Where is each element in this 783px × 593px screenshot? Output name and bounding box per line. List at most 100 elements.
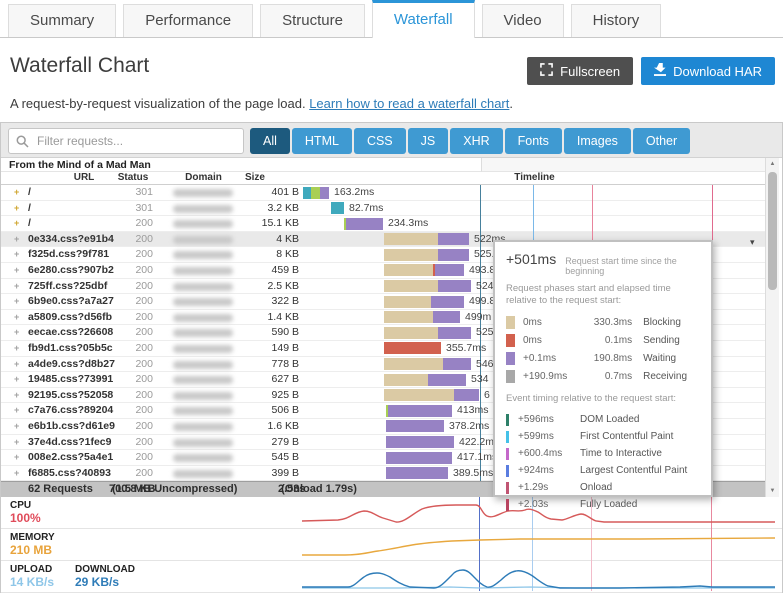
row-expander-icon[interactable]: + xyxy=(14,420,20,431)
event-color-tick xyxy=(506,481,509,494)
tooltip-phases-desc: Request phases start and elapsed time re… xyxy=(506,283,671,307)
table-row[interactable]: +37e4d.css?1fec9 200 279 B 422.2ms xyxy=(1,435,765,451)
phase-waiting-segment xyxy=(438,233,469,246)
row-expander-icon[interactable]: + xyxy=(14,342,20,353)
row-expander-icon[interactable]: + xyxy=(14,311,20,322)
table-row[interactable]: +008e2.css?5a4e1 200 545 B 417.1ms xyxy=(1,450,765,466)
phase-sending-segment xyxy=(433,264,435,277)
request-status: 200 xyxy=(135,326,153,339)
table-row[interactable]: + f325d.css?9f781 200 8 KB 525. xyxy=(1,247,765,263)
table-row[interactable]: + eecae.css?26608 200 590 B 525. xyxy=(1,325,765,341)
request-duration-label: 6 xyxy=(484,388,490,401)
row-expander-icon[interactable]: + xyxy=(14,249,20,260)
filter-button-js[interactable]: JS xyxy=(407,128,449,154)
table-row[interactable]: +92195.css?52058 200 925 B 6 xyxy=(1,388,765,404)
row-expander-icon[interactable]: + xyxy=(14,452,20,463)
request-domain-redacted xyxy=(173,422,233,431)
table-row[interactable]: + / 301 401 B 163.2ms xyxy=(1,185,765,201)
request-status: 200 xyxy=(135,232,153,245)
table-row[interactable]: + a4de9.css?d8b27 200 778 B 546 xyxy=(1,357,765,373)
row-expander-icon[interactable]: + xyxy=(14,264,20,275)
cpu-graph-row xyxy=(1,497,782,529)
event-time: +2.03s xyxy=(518,499,549,511)
phase-waiting-segment xyxy=(438,326,471,339)
request-url: 92195.css?52058 xyxy=(28,388,114,401)
table-row[interactable]: + / 301 3.2 KB 82.7ms xyxy=(1,201,765,217)
table-row[interactable]: +6e280.css?907b2 200 459 B 493.8 xyxy=(1,263,765,279)
row-expander-icon[interactable]: + xyxy=(14,218,20,229)
request-size: 3.2 KB xyxy=(267,201,299,214)
filter-button-xhr[interactable]: XHR xyxy=(450,128,503,154)
request-size: 149 B xyxy=(271,341,299,354)
row-expander-icon[interactable]: + xyxy=(14,327,20,338)
row-expander-icon[interactable]: + xyxy=(14,436,20,447)
table-row[interactable]: +725ff.css?25dbf 200 2.5 KB 524. xyxy=(1,279,765,295)
tab-performance[interactable]: Performance xyxy=(123,4,254,37)
request-url: 6e280.css?907b2 xyxy=(28,263,114,276)
request-duration-label: 493.8 xyxy=(469,263,496,276)
filter-button-images[interactable]: Images xyxy=(563,128,631,154)
waterfall-bar xyxy=(386,420,444,433)
table-header: URL Status Domain Size Timeline xyxy=(1,172,765,185)
row-expander-icon[interactable]: + xyxy=(14,405,20,416)
summary-time-note: (Onload 1.79s) xyxy=(281,483,357,495)
download-har-label: Download HAR xyxy=(673,63,762,79)
row-expander-icon[interactable]: + xyxy=(14,233,20,244)
row-expander-icon[interactable]: + xyxy=(14,280,20,291)
scroll-up-icon[interactable]: ▲ xyxy=(769,161,776,167)
request-domain-redacted xyxy=(173,454,233,463)
summary-time-value: 2.53s xyxy=(278,483,306,495)
row-expander-icon[interactable]: + xyxy=(14,296,20,307)
tab-waterfall[interactable]: Waterfall xyxy=(371,0,475,38)
scroll-down-icon[interactable]: ▼ xyxy=(769,488,776,494)
phase-waiting-segment xyxy=(443,358,471,371)
row-expander-icon[interactable]: + xyxy=(14,374,20,385)
row-expander-icon[interactable]: + xyxy=(14,202,20,213)
table-row[interactable]: + e6b1b.css?d61e9 200 1.6 KB 378.2ms xyxy=(1,419,765,435)
tooltip-phase-row: +190.9ms 0.7ms Receiving xyxy=(506,368,700,386)
phase-blocking-segment xyxy=(384,373,428,386)
table-row[interactable]: +6b9e0.css?a7a27 200 322 B 499.8 xyxy=(1,294,765,310)
waterfall-help-link[interactable]: Learn how to read a waterfall chart xyxy=(309,96,510,111)
table-row[interactable]: + / 200 15.1 KB 234.3ms xyxy=(1,216,765,232)
request-domain-redacted xyxy=(173,329,233,338)
row-expander-icon[interactable]: + xyxy=(14,467,20,478)
tab-summary[interactable]: Summary xyxy=(8,4,117,37)
row-options-caret-icon[interactable]: ▾ xyxy=(750,237,755,247)
request-status: 200 xyxy=(135,217,153,230)
table-row[interactable]: + fb9d1.css?05b5c 200 149 B 355.7ms xyxy=(1,341,765,357)
request-size: 4 KB xyxy=(276,232,299,245)
request-size: 8 KB xyxy=(276,248,299,261)
download-har-button[interactable]: Download HAR xyxy=(641,57,775,85)
tab-structure[interactable]: Structure xyxy=(260,4,365,37)
vertical-scrollbar[interactable]: ▲ ▼ xyxy=(765,158,779,497)
request-duration-label: 163.2ms xyxy=(334,186,375,198)
filter-button-css[interactable]: CSS xyxy=(353,128,406,154)
filter-button-html[interactable]: HTML xyxy=(291,128,352,154)
table-row[interactable]: +19485.css?73991 200 627 B 534 xyxy=(1,372,765,388)
event-name: Onload xyxy=(580,482,613,494)
row-expander-icon[interactable]: + xyxy=(14,187,20,197)
filter-requests-input[interactable] xyxy=(35,133,243,149)
tab-history[interactable]: History xyxy=(570,4,662,37)
phase-waiting-segment xyxy=(386,436,454,448)
column-header-domain: Domain xyxy=(185,172,222,183)
fullscreen-button[interactable]: Fullscreen xyxy=(527,57,634,85)
scrollbar-thumb[interactable] xyxy=(768,172,777,290)
filter-button-all[interactable]: All xyxy=(250,128,290,154)
table-row[interactable]: + a5809.css?d56fb 200 1.4 KB 499m xyxy=(1,310,765,326)
phase-blocking-segment xyxy=(384,389,454,402)
filter-button-fonts[interactable]: Fonts xyxy=(504,128,562,154)
table-row[interactable]: + c7a76.css?89204 200 506 B 413ms xyxy=(1,403,765,419)
table-row[interactable]: +0e334.css?e91b4 200 4 KB 522ms xyxy=(1,231,765,248)
phase-color-swatch xyxy=(506,316,515,330)
tab-video[interactable]: Video xyxy=(481,4,564,37)
request-size: 925 B xyxy=(271,388,299,401)
row-expander-icon[interactable]: + xyxy=(14,389,20,400)
description-suffix: . xyxy=(509,96,513,111)
phase-elapsed: 330.3ms xyxy=(593,317,633,329)
table-row[interactable]: + f6885.css?40893 200 399 B 389.5ms xyxy=(1,466,765,482)
request-status: 200 xyxy=(135,388,153,401)
filter-button-other[interactable]: Other xyxy=(632,128,691,154)
row-expander-icon[interactable]: + xyxy=(14,358,20,369)
